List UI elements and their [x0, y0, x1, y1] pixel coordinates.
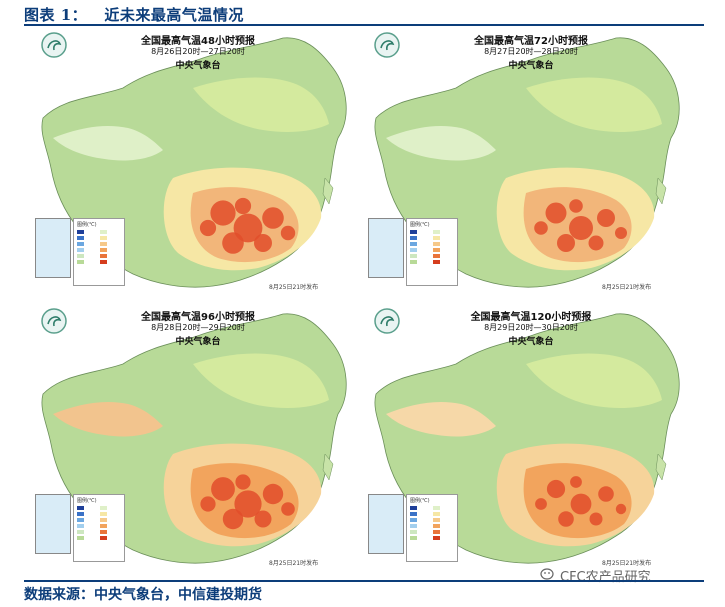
temperature-legend: 图例(℃) [73, 494, 125, 562]
footer-rule [24, 580, 704, 582]
heat-spot [570, 493, 592, 515]
wechat-icon [540, 566, 556, 580]
temperature-legend: 图例(℃) [406, 218, 458, 286]
forecast-map-panel-72h: 全国最高气温72小时预报 8月27日20时—28日20时 中央气象台 图例(℃)… [366, 28, 696, 304]
heat-spot [569, 216, 593, 240]
temperature-legend: 图例(℃) [73, 218, 125, 286]
heat-spots [534, 199, 627, 252]
south-china-sea-inset [368, 494, 404, 554]
cma-logo-icon [374, 308, 400, 334]
forecast-map-panel-96h: 全国最高气温96小时预报 8月28日20时—29日20时 中央气象台 图例(℃)… [33, 304, 363, 580]
issue-time: 8月25日21时发布 [602, 560, 652, 567]
heat-spot [535, 498, 547, 510]
south-china-sea-inset [35, 494, 71, 554]
heat-spot [199, 219, 217, 237]
issue-time: 8月25日21时发布 [602, 284, 652, 291]
heat-spot [588, 235, 604, 251]
cma-logo-icon [41, 32, 67, 58]
legend-title: 图例(℃) [77, 222, 97, 228]
panel-agency: 中央气象台 [175, 61, 221, 71]
heat-spot [598, 486, 614, 502]
cma-logo-icon [374, 32, 400, 58]
heat-spot [545, 202, 567, 224]
heat-spots [200, 474, 295, 530]
heat-spot [534, 221, 548, 235]
legend-title: 图例(℃) [77, 498, 97, 504]
heat-spot [262, 483, 284, 505]
heat-spot [558, 511, 574, 527]
panel-period: 8月29日20时—30日20时 [484, 323, 578, 332]
panel-period: 8月27日20时—28日20时 [484, 47, 578, 56]
heat-spot [570, 476, 582, 488]
heat-spot [222, 232, 244, 254]
legend-title: 图例(℃) [410, 498, 430, 504]
data-source: 数据来源：中央气象台，中信建投期货 [24, 587, 262, 603]
heat-spot [254, 510, 272, 528]
heat-spot [211, 477, 235, 501]
heat-spots [199, 197, 296, 254]
forecast-map-panel-48h: 全国最高气温48小时预报 8月26日20时—27日20时 中央气象台 图例(℃)… [33, 28, 363, 304]
heat-spot [210, 200, 236, 226]
heat-spot [615, 503, 627, 515]
header-rule [24, 24, 704, 26]
issue-time: 8月25日21时发布 [269, 284, 319, 291]
heat-spot [234, 197, 252, 215]
panel-title: 全国最高气温96小时预报 [141, 312, 255, 323]
south-china-sea-inset [35, 218, 71, 278]
heat-spot [262, 207, 284, 229]
heat-spots [535, 476, 627, 527]
panel-period: 8月28日20时—29日20时 [151, 323, 245, 332]
cma-logo-icon [41, 308, 67, 334]
panel-period: 8月26日20时—27日20时 [151, 47, 245, 56]
figure-title: 图表 1： 近未来最高气温情况 [24, 6, 244, 24]
forecast-map-panel-120h: 全国最高气温120小时预报 8月29日20时—30日20时 中央气象台 图例(℃… [366, 304, 696, 580]
heat-spot [200, 496, 216, 512]
heat-spot [281, 502, 295, 516]
panel-agency: 中央气象台 [508, 337, 554, 347]
south-china-sea-inset [368, 218, 404, 278]
heat-spot [234, 490, 262, 518]
heat-spot [597, 209, 615, 227]
panel-agency: 中央气象台 [175, 337, 221, 347]
heat-spot [589, 512, 603, 526]
heat-spot [235, 474, 251, 490]
issue-time: 8月25日21时发布 [269, 560, 319, 567]
heat-spot [254, 234, 272, 252]
panel-title: 全国最高气温120小时预报 [470, 312, 592, 323]
panel-title: 全国最高气温48小时预报 [141, 36, 255, 47]
heat-spot [233, 213, 263, 243]
legend-title: 图例(℃) [410, 222, 430, 228]
heat-spot [615, 227, 627, 239]
temperature-legend: 图例(℃) [406, 494, 458, 562]
panel-title: 全国最高气温72小时预报 [474, 36, 588, 47]
heat-spot [546, 479, 566, 499]
heat-spot [280, 225, 296, 241]
watermark-text: CFC农产品研究 [560, 570, 651, 585]
heat-spot [569, 199, 583, 213]
figure-header: 图表 1： 近未来最高气温情况 [0, 0, 725, 26]
panel-agency: 中央气象台 [508, 61, 554, 71]
heat-spot [222, 508, 244, 530]
heat-spot [557, 234, 575, 252]
